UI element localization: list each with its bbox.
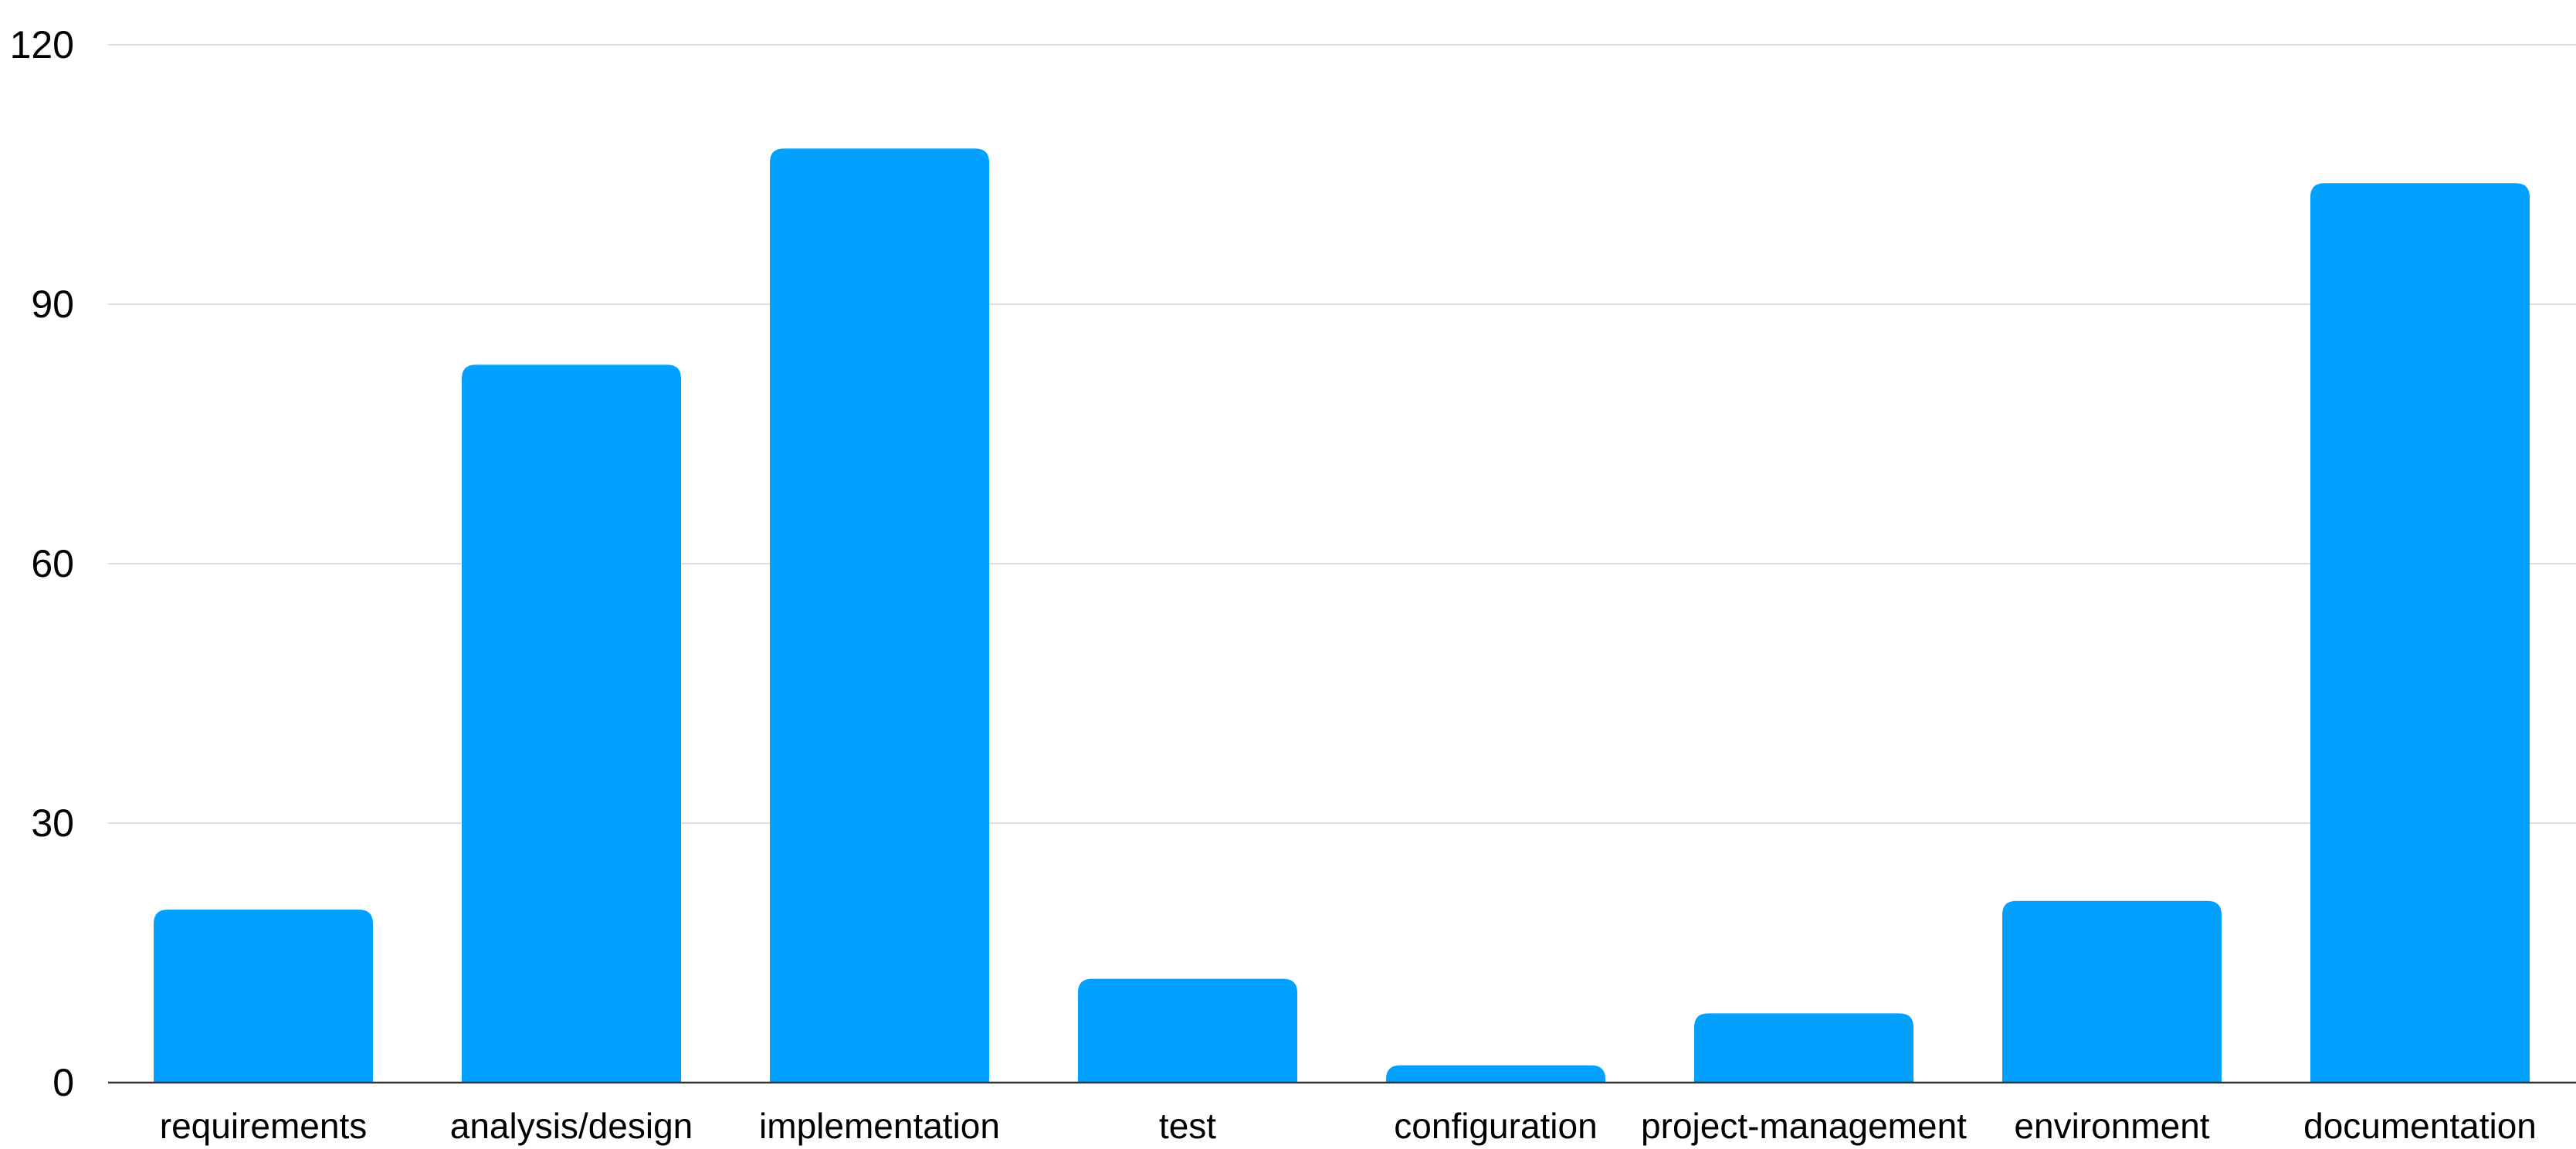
bar-analysis-design: [462, 364, 681, 1083]
x-category-label: analysis/design: [450, 1106, 693, 1146]
bar-implementation: [770, 148, 989, 1083]
y-tick-label: 60: [31, 542, 74, 585]
bar-environment: [2002, 900, 2222, 1083]
x-category-label: project-management: [1641, 1106, 1967, 1146]
x-category-label: requirements: [160, 1106, 367, 1146]
bar-project-management: [1694, 1013, 1913, 1083]
y-axis-tick-labels: 0 30 60 90 120: [10, 23, 74, 1104]
y-tick-label: 120: [10, 23, 74, 66]
x-category-label: configuration: [1394, 1106, 1597, 1146]
x-category-label: implementation: [759, 1106, 1000, 1146]
x-category-label: test: [1159, 1106, 1216, 1146]
y-tick-label: 0: [53, 1061, 74, 1104]
bar-configuration: [1386, 1065, 1605, 1083]
bar-documentation: [2310, 183, 2530, 1083]
bars: [154, 148, 2530, 1083]
y-tick-label: 90: [31, 283, 74, 326]
x-axis-category-labels: requirements analysis/design implementatio…: [160, 1106, 2537, 1146]
y-tick-label: 30: [31, 802, 74, 845]
bar-test: [1078, 978, 1297, 1083]
x-category-label: environment: [2014, 1106, 2209, 1146]
x-category-label: documentation: [2303, 1106, 2537, 1146]
bar-requirements: [154, 910, 373, 1083]
